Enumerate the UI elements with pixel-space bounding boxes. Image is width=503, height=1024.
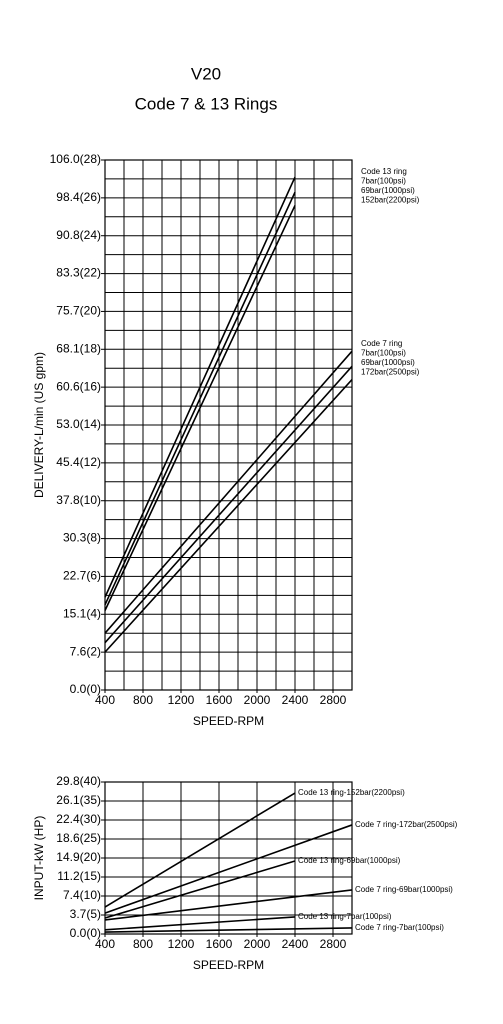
y-axis-label: DELIVERY-L/min (US gpm) <box>32 352 46 498</box>
x-tick-label: 800 <box>133 937 153 951</box>
y-tick-label: 22.7(6) <box>63 569 101 583</box>
y-tick-label: 14.9(20) <box>56 850 101 864</box>
y-tick-label: 3.7(5) <box>70 907 101 921</box>
y-tick-label: 60.6(16) <box>56 379 101 393</box>
series-line <box>104 379 353 653</box>
y-tick-label: 75.7(20) <box>56 304 101 318</box>
series-line <box>104 176 296 598</box>
x-axis-label: SPEED-RPM <box>193 958 264 972</box>
x-tick-label: 2400 <box>282 693 309 707</box>
y-tick-label: 53.0(14) <box>56 417 101 431</box>
series-label: Code 7 ring-69bar(1000psi) <box>355 885 453 894</box>
series-label: Code 13 ring-69bar(1000psi) <box>298 856 401 865</box>
y-tick-label: 18.6(25) <box>56 831 101 845</box>
series-line <box>104 927 353 933</box>
annotation: 152bar(2200psi) <box>361 196 420 205</box>
annotation: Code 7 ring <box>361 339 402 348</box>
y-tick-label: 106.0(28) <box>50 152 101 166</box>
annotation: 69bar(1000psi) <box>361 186 415 195</box>
chart-title: V20 <box>191 64 221 83</box>
y-tick-label: 0.0(0) <box>70 926 101 940</box>
x-tick-label: 1600 <box>206 693 233 707</box>
series-line <box>104 191 296 606</box>
series-line <box>104 205 296 611</box>
y-tick-label: 45.4(12) <box>56 455 101 469</box>
y-tick-label: 30.3(8) <box>63 531 101 545</box>
x-tick-label: 2400 <box>282 937 309 951</box>
series-label: Code 7 ring-172bar(2500psi) <box>355 820 458 829</box>
series-label: Code 7 ring-7bar(100psi) <box>355 923 444 932</box>
x-axis-label: SPEED-RPM <box>193 714 264 728</box>
annotation: 69bar(1000psi) <box>361 358 415 367</box>
series-line <box>104 365 353 644</box>
series-line <box>104 350 353 634</box>
x-tick-label: 1200 <box>168 937 195 951</box>
y-tick-label: 22.4(30) <box>56 812 101 826</box>
x-tick-label: 400 <box>95 937 115 951</box>
y-tick-label: 90.8(24) <box>56 228 101 242</box>
series-label: Code 13 ring-7bar(100psi) <box>298 912 392 921</box>
y-tick-label: 7.6(2) <box>70 644 101 658</box>
y-tick-label: 7.4(10) <box>63 888 101 902</box>
annotation: 7bar(100psi) <box>361 349 406 358</box>
y-tick-label: 83.3(22) <box>56 266 101 280</box>
y-tick-label: 68.1(18) <box>56 341 101 355</box>
series-label: Code 13 ring-152bar(2200psi) <box>298 788 405 797</box>
x-tick-label: 2000 <box>244 693 271 707</box>
series-line <box>104 889 353 921</box>
x-tick-label: 2000 <box>244 937 271 951</box>
x-tick-label: 800 <box>133 693 153 707</box>
series-line <box>104 824 353 914</box>
y-tick-label: 29.8(40) <box>56 774 101 788</box>
x-tick-label: 2800 <box>320 937 347 951</box>
annotation: 7bar(100psi) <box>361 177 406 186</box>
series-line <box>104 860 296 919</box>
annotation: Code 13 ring <box>361 167 407 176</box>
series-line <box>104 792 296 908</box>
x-tick-label: 1600 <box>206 937 233 951</box>
y-tick-label: 98.4(26) <box>56 190 101 204</box>
annotation: 172bar(2500psi) <box>361 368 420 377</box>
y-tick-label: 11.2(15) <box>57 869 101 883</box>
y-tick-label: 0.0(0) <box>70 682 101 696</box>
y-tick-label: 26.1(35) <box>56 793 101 807</box>
x-tick-label: 400 <box>95 693 115 707</box>
chart-subtitle: Code 7 & 13 Rings <box>135 94 278 113</box>
y-axis-label: INPUT-kW (HP) <box>32 816 46 901</box>
y-tick-label: 37.8(10) <box>56 493 101 507</box>
x-tick-label: 2800 <box>320 693 347 707</box>
x-tick-label: 1200 <box>168 693 195 707</box>
series-line <box>104 916 296 931</box>
y-tick-label: 15.1(4) <box>63 606 101 620</box>
